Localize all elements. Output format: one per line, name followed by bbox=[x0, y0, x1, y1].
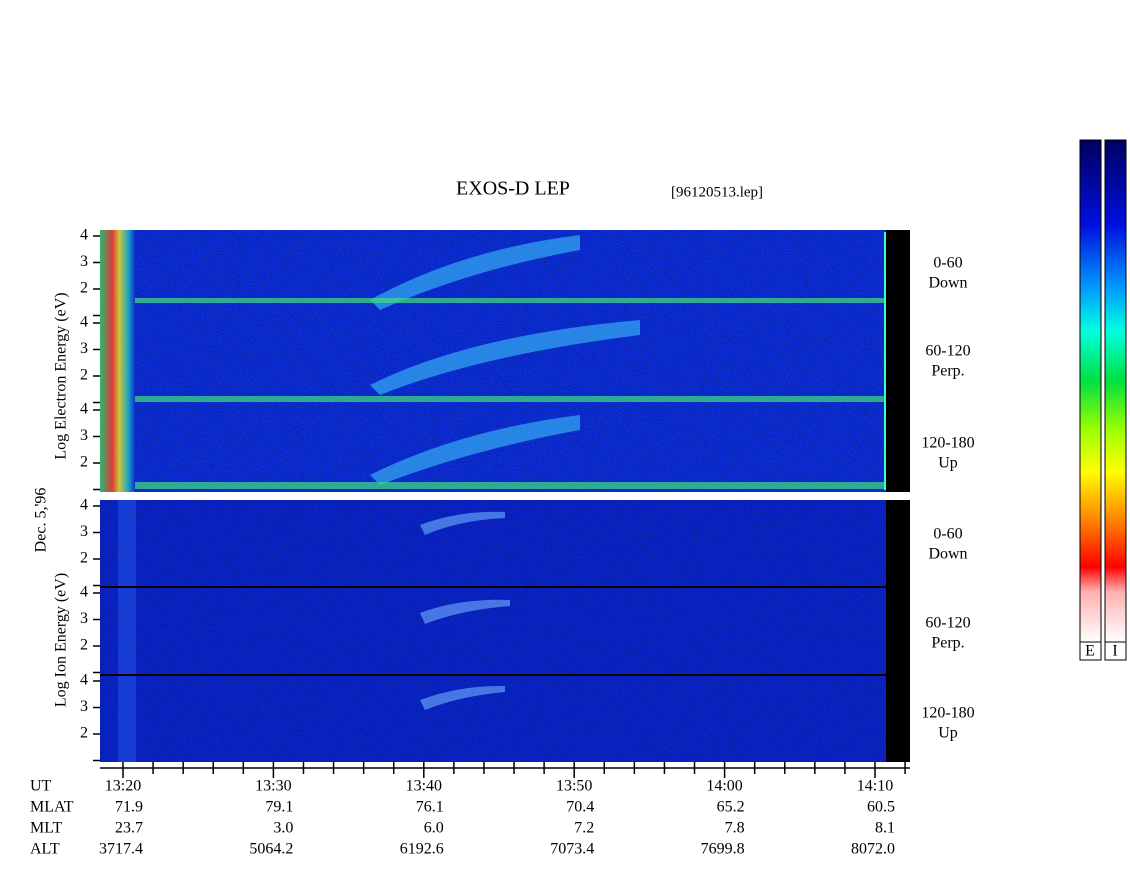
y-tick-label: 4 bbox=[80, 497, 88, 514]
row-value: 8.1 bbox=[875, 820, 895, 837]
panel-direction: Down bbox=[928, 275, 967, 292]
ion-axis-label: Log Ion Energy (eV) bbox=[53, 573, 70, 707]
ion-spectrogram bbox=[100, 500, 910, 762]
colorbar-box bbox=[1079, 641, 1102, 661]
y-tick-label: 2 bbox=[80, 550, 88, 567]
row-value: 7699.8 bbox=[701, 841, 745, 858]
panel-range: 0-60 bbox=[933, 526, 962, 543]
row-value: 6192.6 bbox=[400, 841, 444, 858]
row-value: 60.5 bbox=[867, 799, 895, 816]
row-value: 13:20 bbox=[105, 778, 141, 795]
row-label: ALT bbox=[30, 841, 60, 858]
row-value: 14:10 bbox=[857, 778, 893, 795]
panel-range: 120-180 bbox=[921, 705, 974, 722]
row-value: 65.2 bbox=[717, 799, 745, 816]
row-value: 3.0 bbox=[273, 820, 293, 837]
row-value: 5064.2 bbox=[249, 841, 293, 858]
title: EXOS-D LEP bbox=[456, 178, 570, 200]
y-tick-label: 2 bbox=[80, 454, 88, 471]
y-tick-label: 2 bbox=[80, 725, 88, 742]
y-tick-label: 2 bbox=[80, 280, 88, 297]
row-value: 70.4 bbox=[566, 799, 594, 816]
electron-spectrogram bbox=[100, 230, 910, 492]
panel-direction: Perp. bbox=[931, 635, 964, 652]
row-value: 13:40 bbox=[406, 778, 442, 795]
row-value: 76.1 bbox=[416, 799, 444, 816]
y-tick-label: 3 bbox=[80, 253, 88, 270]
row-value: 23.7 bbox=[115, 820, 143, 837]
y-tick-label: 3 bbox=[80, 340, 88, 357]
row-value: 71.9 bbox=[115, 799, 143, 816]
y-tick-label: 4 bbox=[80, 314, 88, 331]
panel-direction: Up bbox=[938, 725, 958, 742]
row-value: 6.0 bbox=[424, 820, 444, 837]
y-tick-label: 2 bbox=[80, 637, 88, 654]
panel-direction: Down bbox=[928, 546, 967, 563]
y-tick-label: 4 bbox=[80, 672, 88, 689]
electron-axis-label: Log Electron Energy (eV) bbox=[53, 292, 70, 459]
y-tick-label: 4 bbox=[80, 584, 88, 601]
row-value: 3717.4 bbox=[99, 841, 143, 858]
colorbar-label: E bbox=[1085, 643, 1095, 660]
colorbar-label: I bbox=[1112, 643, 1117, 660]
row-value: 14:00 bbox=[706, 778, 742, 795]
panel-direction: Up bbox=[938, 455, 958, 472]
row-value: 79.1 bbox=[265, 799, 293, 816]
colorbar-i bbox=[1104, 139, 1127, 643]
y-tick-label: 3 bbox=[80, 523, 88, 540]
row-value: 13:50 bbox=[556, 778, 592, 795]
y-tick-label: 3 bbox=[80, 698, 88, 715]
panel-range: 120-180 bbox=[921, 435, 974, 452]
row-value: 8072.0 bbox=[851, 841, 895, 858]
row-value: 7.8 bbox=[725, 820, 745, 837]
panel-range: 60-120 bbox=[925, 615, 970, 632]
row-label: MLAT bbox=[30, 799, 74, 816]
colorbar-box bbox=[1104, 641, 1127, 661]
file-name: [96120513.lep] bbox=[671, 184, 763, 200]
row-label: MLT bbox=[30, 820, 63, 837]
row-value: 7073.4 bbox=[550, 841, 594, 858]
y-tick-label: 3 bbox=[80, 427, 88, 444]
y-tick-label: 4 bbox=[80, 401, 88, 418]
y-tick-label: 3 bbox=[80, 610, 88, 627]
row-value: 13:30 bbox=[255, 778, 291, 795]
panel-direction: Perp. bbox=[931, 363, 964, 380]
row-label: UT bbox=[30, 778, 52, 795]
panel-range: 0-60 bbox=[933, 255, 962, 272]
colorbar-e bbox=[1079, 139, 1102, 643]
date: Dec. 5,'96 bbox=[33, 488, 50, 553]
panel-range: 60-120 bbox=[925, 343, 970, 360]
row-value: 7.2 bbox=[574, 820, 594, 837]
y-tick-label: 4 bbox=[80, 227, 88, 244]
y-tick-label: 2 bbox=[80, 367, 88, 384]
